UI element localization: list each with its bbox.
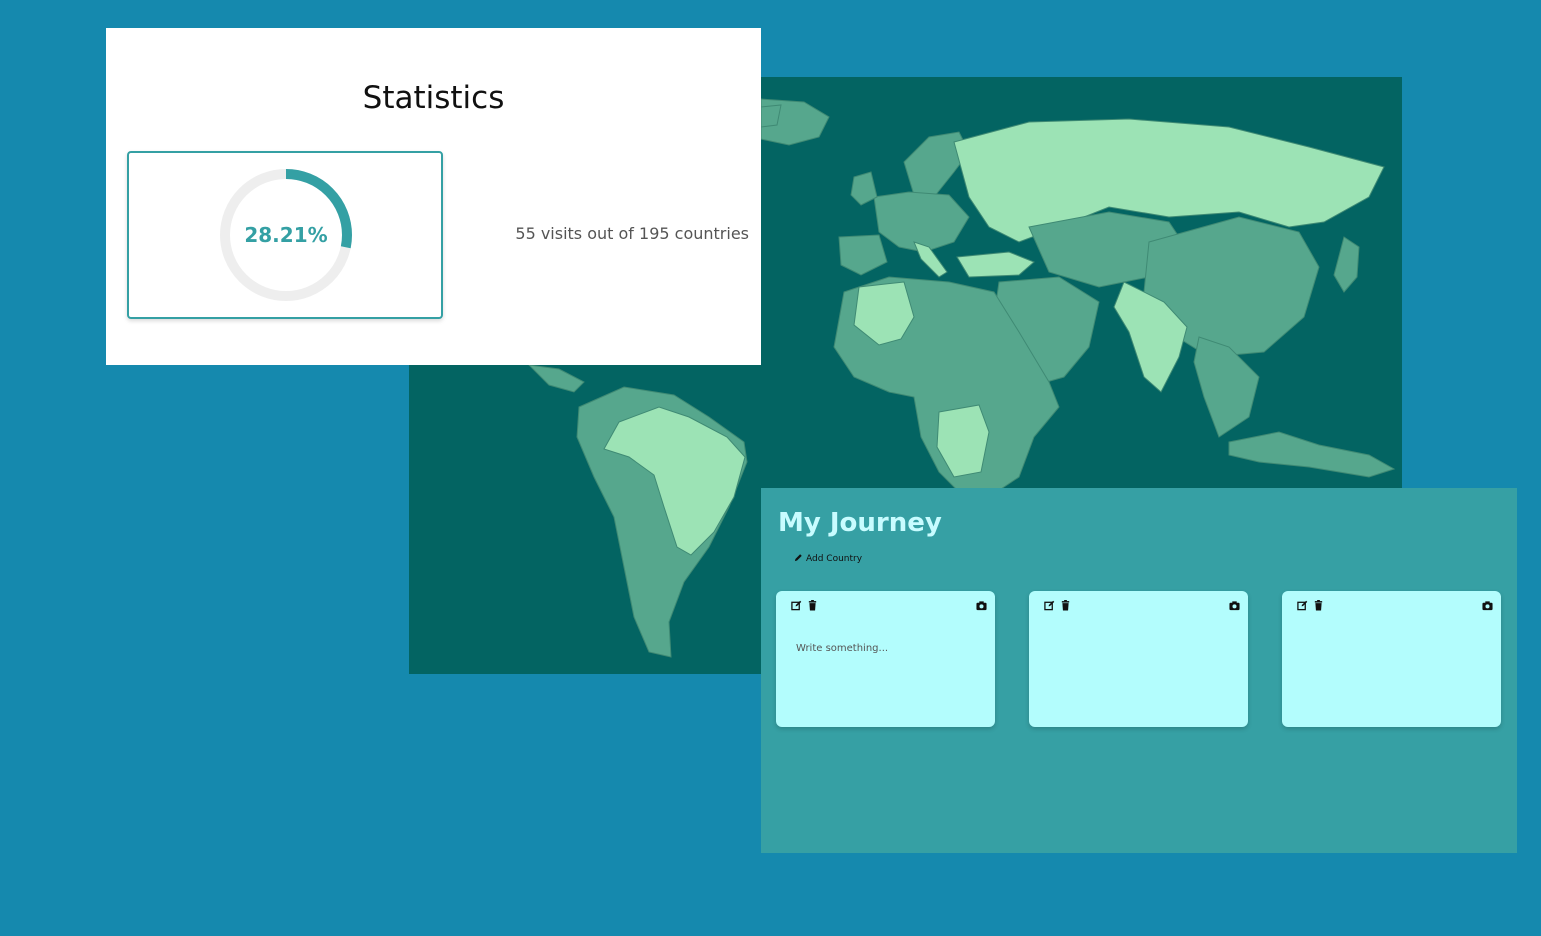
trash-icon[interactable] — [1313, 600, 1324, 611]
country-uk[interactable] — [850, 171, 878, 206]
country-greenland[interactable] — [760, 104, 782, 128]
journey-title: My Journey — [778, 508, 942, 538]
add-country-button[interactable]: Add Country — [794, 553, 862, 565]
visits-summary: 55 visits out of 195 countries — [515, 224, 749, 243]
progress-percent-label: 28.21% — [244, 223, 328, 247]
edit-icon[interactable] — [1297, 600, 1308, 611]
country-southeast-asia[interactable] — [1193, 336, 1260, 438]
journey-card-text-input[interactable] — [796, 643, 976, 654]
country-russia[interactable] — [953, 118, 1385, 243]
camera-icon[interactable] — [1482, 600, 1493, 611]
country-algeria[interactable] — [853, 281, 915, 346]
country-brazil[interactable] — [603, 406, 746, 556]
journey-card-text-input[interactable] — [1302, 643, 1482, 654]
progress-ring-svg — [220, 169, 352, 301]
country-central-america[interactable] — [527, 364, 585, 393]
trash-icon[interactable] — [807, 600, 818, 611]
country-india[interactable] — [1113, 281, 1188, 393]
camera-icon[interactable] — [976, 600, 987, 611]
country-italy[interactable] — [913, 241, 948, 278]
edit-icon[interactable] — [1044, 600, 1055, 611]
journey-card-text-input[interactable] — [1049, 643, 1229, 654]
country-japan[interactable] — [1333, 236, 1360, 293]
pencil-icon — [794, 553, 803, 565]
country-dr-congo[interactable] — [936, 404, 990, 478]
journey-card — [776, 591, 995, 727]
progress-ring-fill — [220, 169, 352, 301]
country-turkey[interactable] — [956, 251, 1035, 278]
progress-ring: 28.21% — [219, 168, 353, 302]
statistics-panel: Statistics 28.21% 55 visits out of 195 c… — [106, 28, 761, 365]
statistics-title: Statistics — [362, 80, 505, 116]
journey-card — [1029, 591, 1248, 727]
progress-card: 28.21% — [127, 151, 443, 319]
world-map-svg — [527, 98, 1396, 658]
trash-icon[interactable] — [1060, 600, 1071, 611]
edit-icon[interactable] — [791, 600, 802, 611]
journey-card — [1282, 591, 1501, 727]
camera-icon[interactable] — [1229, 600, 1240, 611]
country-indonesia[interactable] — [1228, 431, 1396, 478]
country-western-europe[interactable] — [873, 191, 970, 253]
country-iberia[interactable] — [838, 234, 888, 276]
add-country-label: Add Country — [806, 554, 863, 564]
journey-panel: My Journey Add Country — [761, 488, 1517, 853]
